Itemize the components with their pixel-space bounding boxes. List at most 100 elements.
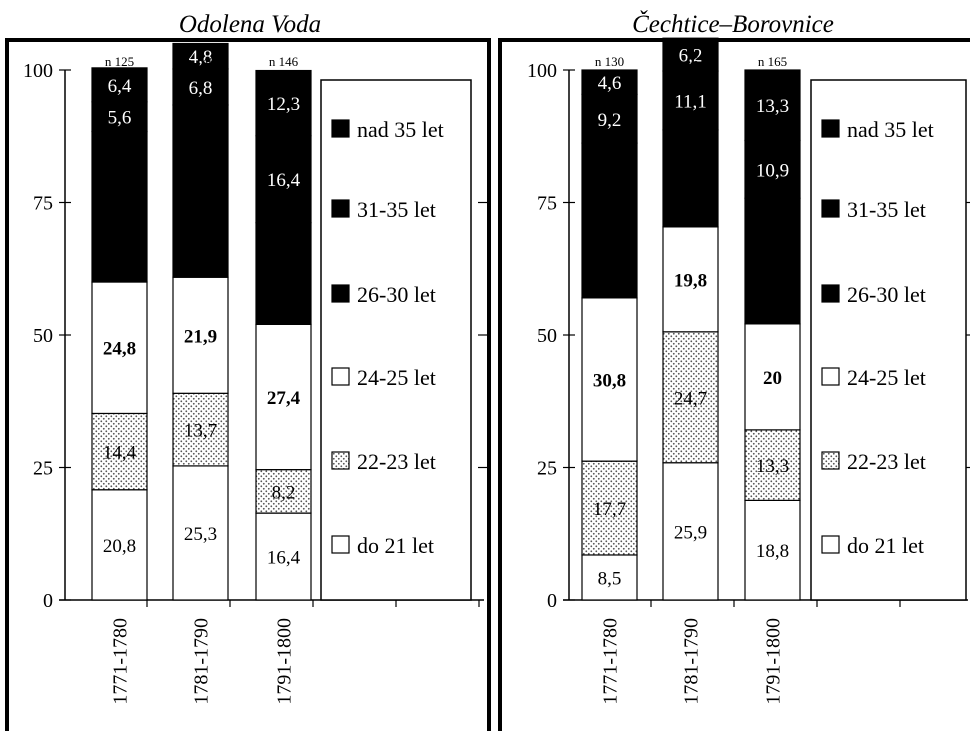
data-label: 13,3 bbox=[756, 456, 789, 477]
x-tick-label: 1791-1800 bbox=[274, 618, 296, 705]
data-label: 30,8 bbox=[593, 371, 626, 392]
bar-segment bbox=[662, 129, 719, 228]
legend-label: 22-23 let bbox=[847, 449, 926, 474]
data-label: 6,8 bbox=[189, 78, 213, 99]
y-tick-label: 0 bbox=[43, 590, 53, 612]
chart-panel-odolena-voda: Odolena Voda 0 25 50 75 100 20,8 14,4 24,8 5,6 6… bbox=[5, 11, 491, 731]
legend-label: 26-30 let bbox=[847, 282, 926, 307]
legend-label: nad 35 let bbox=[357, 117, 444, 142]
legend-label: 24-25 let bbox=[847, 365, 926, 390]
legend-swatch bbox=[331, 451, 350, 470]
bar-segment bbox=[255, 469, 312, 514]
bar-segment bbox=[91, 489, 148, 601]
bar-segment bbox=[744, 429, 801, 501]
data-label: 13,3 bbox=[756, 96, 789, 117]
legend-swatch bbox=[331, 284, 350, 303]
bar-segment bbox=[91, 130, 148, 283]
x-tick-label: 1781-1790 bbox=[681, 618, 703, 705]
bar-segment bbox=[172, 68, 229, 106]
bar-segment bbox=[581, 69, 638, 95]
legend: nad 35 let 31-35 let 26-30 let 24-25 let 22-… bbox=[810, 79, 967, 601]
count-label: n 125 bbox=[105, 54, 134, 69]
bar-segment bbox=[581, 297, 638, 462]
panel-frame bbox=[5, 38, 491, 731]
data-label: 25,9 bbox=[674, 522, 707, 543]
count-label: n 162 bbox=[676, 54, 705, 69]
count-label: n 146 bbox=[269, 54, 299, 69]
legend-swatch bbox=[331, 535, 350, 554]
bar-segment bbox=[581, 460, 638, 556]
x-tick-label: 1791-1800 bbox=[763, 618, 785, 705]
legend-swatch bbox=[821, 199, 840, 218]
y-tick-label: 100 bbox=[23, 60, 53, 82]
data-label: 12,3 bbox=[267, 94, 300, 115]
bar-segment bbox=[662, 70, 719, 131]
bar-segment bbox=[255, 69, 312, 137]
y-tick-label: 50 bbox=[33, 325, 53, 347]
bar-segment bbox=[91, 412, 148, 491]
data-label: 18,8 bbox=[756, 541, 789, 562]
bar-segment bbox=[662, 331, 719, 464]
bar-segment bbox=[662, 37, 719, 72]
bar-segment bbox=[744, 499, 801, 601]
data-label: 20 bbox=[763, 368, 782, 389]
legend-box bbox=[810, 79, 967, 601]
y-tick-label: 25 bbox=[537, 458, 557, 480]
y-tick-label: 0 bbox=[547, 590, 557, 612]
data-label: 4,8 bbox=[189, 47, 213, 68]
bar-segment bbox=[255, 135, 312, 224]
legend-swatch bbox=[821, 367, 840, 386]
data-label: 24,8 bbox=[103, 339, 136, 360]
data-label: 13,7 bbox=[184, 421, 217, 442]
y-tick-label: 100 bbox=[527, 60, 557, 82]
legend-swatch bbox=[821, 451, 840, 470]
legend-label: 24-25 let bbox=[357, 365, 436, 390]
bar-segment bbox=[255, 323, 312, 471]
y-tick-label: 50 bbox=[537, 325, 557, 347]
y-tick-label: 75 bbox=[537, 193, 557, 215]
legend-box bbox=[320, 79, 472, 601]
data-label: 16,4 bbox=[267, 170, 301, 191]
legend-swatch bbox=[331, 199, 350, 218]
bar-stacks: 8,5 17,7 30,8 9,2 4,6 n 130 1771-1780 25,9 24,7 1… bbox=[581, 37, 801, 705]
panel-frame bbox=[498, 38, 970, 731]
data-label: 9,2 bbox=[598, 110, 622, 131]
bar-segment bbox=[172, 104, 229, 278]
chart-panel-cechtice-borovnice: Čechtice–Borovnice 0 25 50 75 100 8,5 17,7 30,… bbox=[498, 10, 970, 731]
bar-segment bbox=[744, 139, 801, 199]
bar-segment bbox=[172, 42, 229, 70]
legend-swatch bbox=[821, 119, 840, 138]
legend: nad 35 let 31-35 let 26-30 let 24-25 let 22-… bbox=[320, 79, 472, 601]
bar-segment bbox=[662, 226, 719, 333]
legend-swatch bbox=[821, 535, 840, 554]
data-label: 8,5 bbox=[598, 568, 622, 589]
data-label: 19,8 bbox=[674, 270, 707, 291]
legend-label: do 21 let bbox=[357, 533, 434, 558]
data-label: 20,8 bbox=[103, 536, 136, 557]
data-label: 5,6 bbox=[108, 108, 132, 129]
data-label: 10,9 bbox=[756, 160, 789, 181]
data-label: 8,2 bbox=[272, 482, 296, 503]
bar-segment bbox=[91, 281, 148, 415]
data-label: 14,4 bbox=[103, 443, 137, 464]
x-tick-label: 1771-1780 bbox=[110, 618, 132, 705]
count-label: n 165 bbox=[758, 54, 787, 69]
bar-segment bbox=[744, 197, 801, 325]
y-tick-label: 75 bbox=[33, 193, 53, 215]
data-label: 17,7 bbox=[593, 499, 626, 520]
legend-label: do 21 let bbox=[847, 533, 924, 558]
bar-segment bbox=[91, 67, 148, 103]
data-label: 6,4 bbox=[108, 76, 132, 97]
legend-label: 31-35 let bbox=[357, 197, 436, 222]
bar-stacks: 20,8 14,4 24,8 5,6 6,4 n 125 1771-1780 25,3 13,7… bbox=[91, 42, 312, 705]
legend-swatch bbox=[331, 119, 350, 138]
y-tick-label: 25 bbox=[33, 458, 53, 480]
bar-segment bbox=[255, 222, 312, 326]
bar-segment bbox=[581, 93, 638, 144]
x-tick-label: 1771-1780 bbox=[600, 618, 622, 705]
legend-label: 22-23 let bbox=[357, 449, 436, 474]
data-label: 16,4 bbox=[267, 548, 301, 569]
data-label: 4,6 bbox=[598, 73, 622, 94]
count-label: n 146 bbox=[186, 54, 216, 69]
